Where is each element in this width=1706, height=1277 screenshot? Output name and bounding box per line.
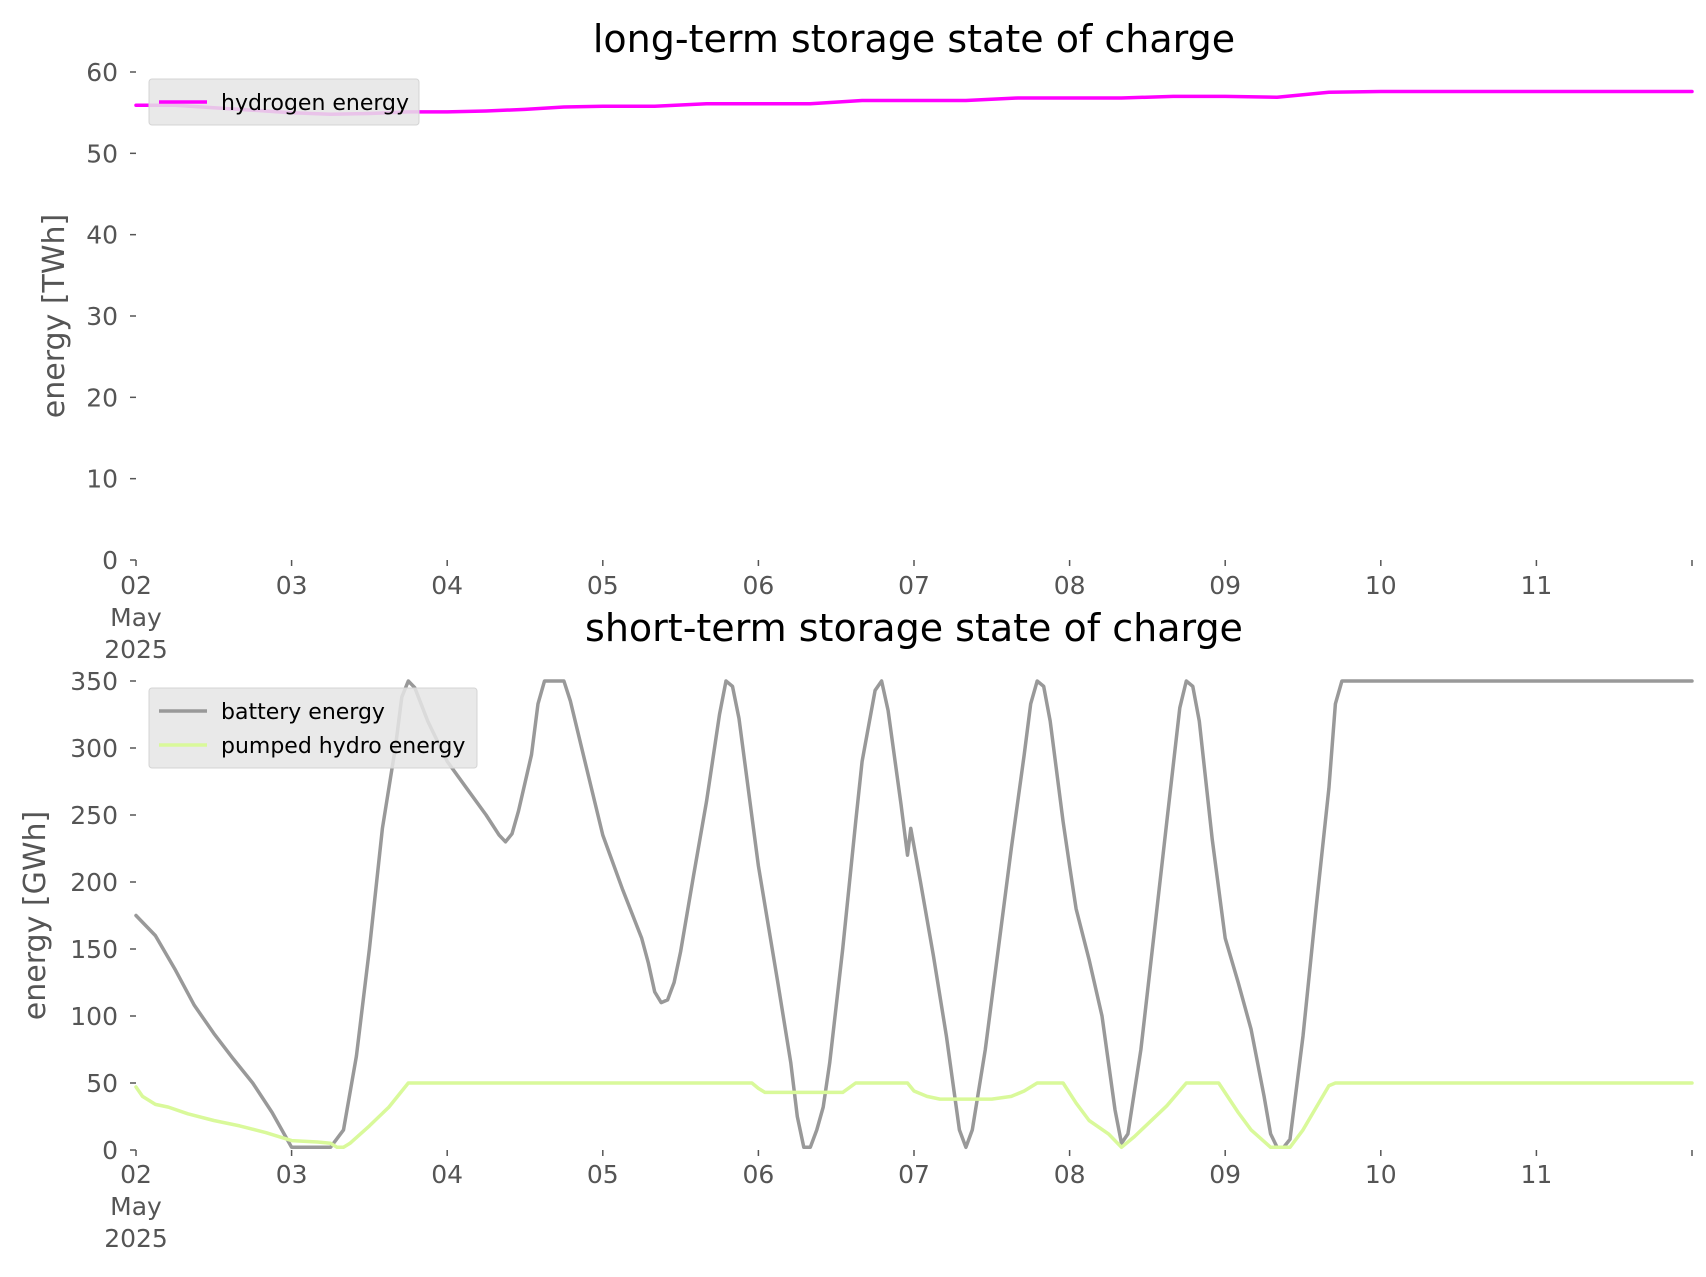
x-tick-label: 08 (1054, 1160, 1086, 1189)
x-tick-label: 11 (1520, 571, 1552, 600)
x-tick-label: 02 May 2025 (104, 571, 168, 664)
x-tick-label: 09 (1209, 1160, 1241, 1189)
y-tick-label: 60 (86, 58, 118, 87)
legend-box (148, 78, 420, 126)
y-tick-label: 50 (86, 139, 118, 168)
legend-label: battery energy (221, 700, 385, 725)
x-tick-label: 04 (431, 571, 463, 600)
y-axis-label: energy [TWh] (37, 214, 72, 418)
y-tick-label: 0 (102, 546, 118, 575)
y-tick-label: 30 (86, 302, 118, 331)
chart-title: long-term storage state of charge (593, 17, 1235, 61)
x-tick-label: 10 (1365, 571, 1397, 600)
chart-panel-2: short-term storage state of charge energy… (18, 606, 1694, 1253)
y-tick-label: 10 (86, 465, 118, 494)
x-tick-label: 07 (898, 571, 930, 600)
x-tick-label: 08 (1054, 571, 1086, 600)
legend-box (148, 687, 478, 769)
x-tick-label: 10 (1365, 1160, 1397, 1189)
legend-label: hydrogen energy (221, 91, 409, 116)
x-tick-label: 02 May 2025 (104, 1160, 168, 1253)
series-line-pumped-hydro-energy (134, 1081, 1694, 1150)
x-tick-label: 09 (1209, 571, 1241, 600)
x-tick-label: 04 (431, 1160, 463, 1189)
chart-panel-1: long-term storage state of charge energy … (37, 17, 1694, 664)
x-tick-label: 07 (898, 1160, 930, 1189)
legend-label: pumped hydro energy (221, 734, 465, 759)
x-tick-label: 03 (276, 571, 308, 600)
y-tick-label: 150 (70, 935, 118, 964)
y-tick-label: 100 (70, 1002, 118, 1031)
y-tick-label: 20 (86, 383, 118, 412)
y-tick-label: 300 (70, 734, 118, 763)
x-tick-label: 05 (587, 571, 619, 600)
chart-title: short-term storage state of charge (585, 606, 1243, 650)
y-tick-label: 250 (70, 801, 118, 830)
y-tick-label: 0 (102, 1136, 118, 1165)
y-axis-label: energy [GWh] (18, 811, 53, 1020)
x-tick-label: 06 (742, 571, 774, 600)
x-tick-label: 05 (587, 1160, 619, 1189)
x-tick-label: 11 (1520, 1160, 1552, 1189)
y-tick-label: 200 (70, 868, 118, 897)
y-tick-label: 40 (86, 221, 118, 250)
y-tick-label: 50 (86, 1069, 118, 1098)
x-tick-label: 06 (742, 1160, 774, 1189)
x-tick-label: 03 (276, 1160, 308, 1189)
y-tick-label: 350 (70, 667, 118, 696)
